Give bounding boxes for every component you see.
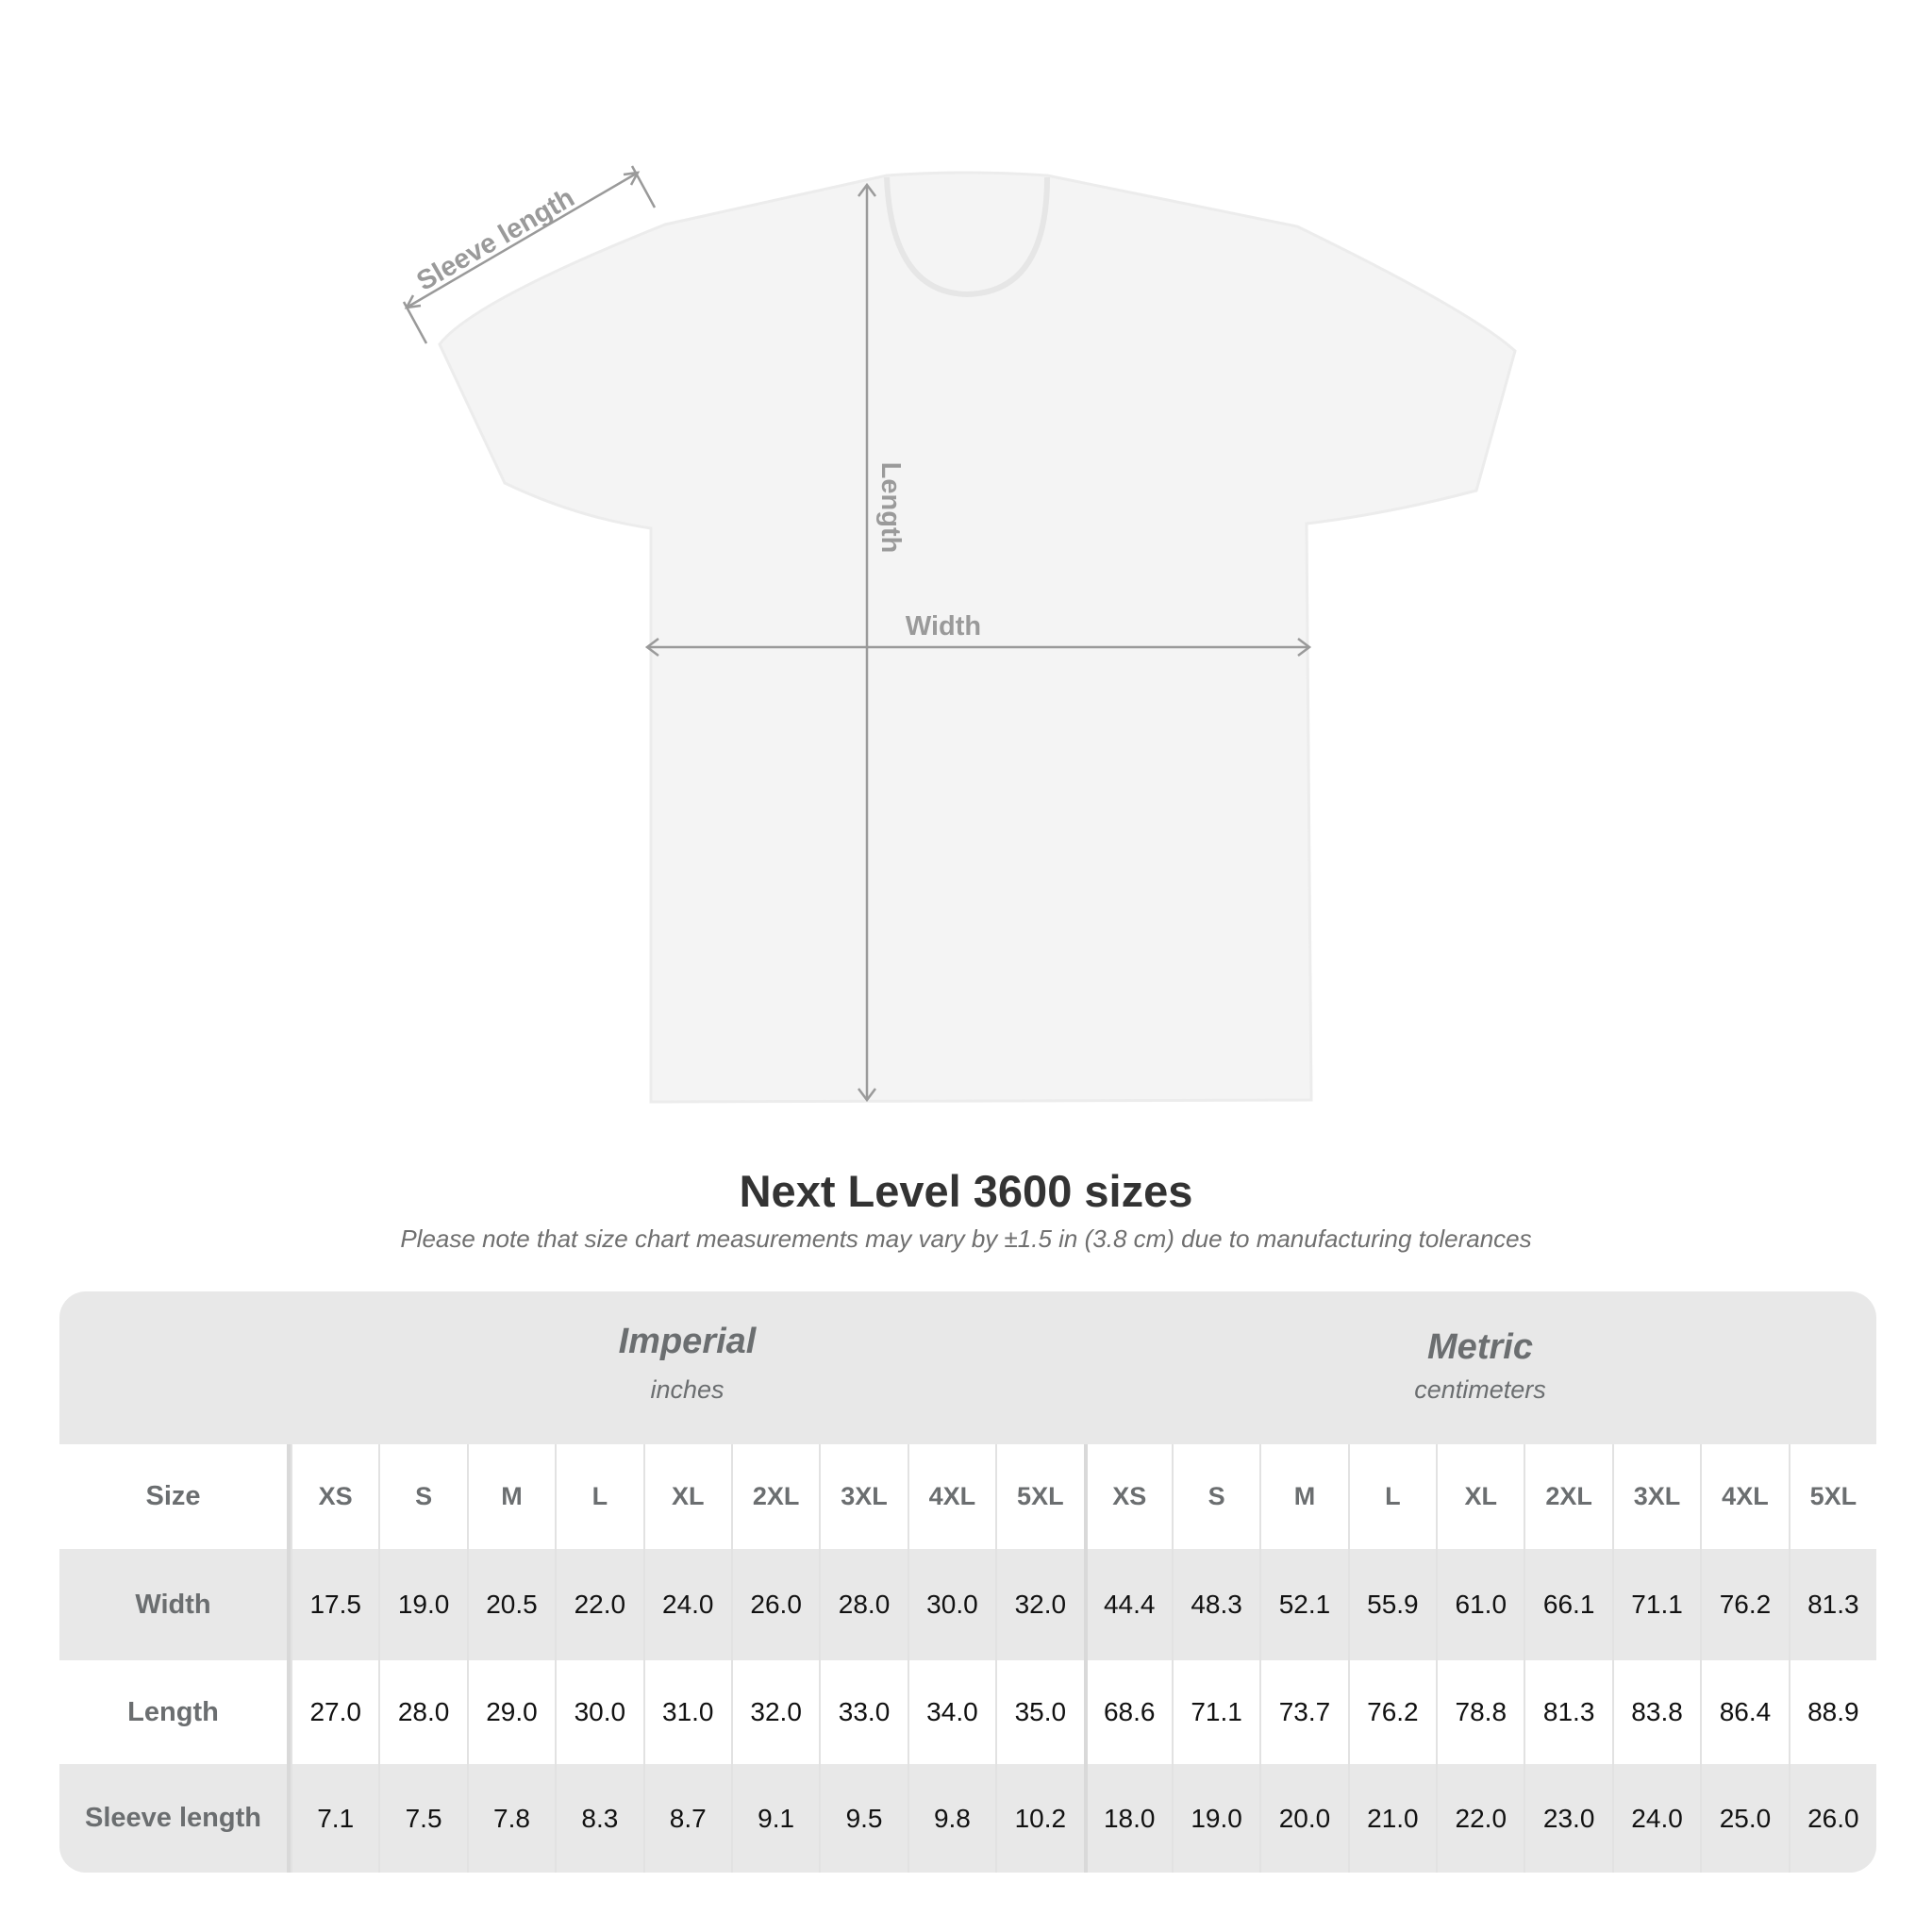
metric-label: Metric [1427,1327,1533,1367]
metric-value: 23.0 [1524,1764,1611,1873]
metric-value: 25.0 [1700,1764,1788,1873]
imperial-value: 35.0 [995,1660,1083,1764]
metric-value: 86.4 [1700,1660,1788,1764]
imperial-value: 9.1 [730,1764,819,1873]
metric-size-3xl: 3XL [1611,1444,1700,1549]
imperial-value: 34.0 [907,1660,995,1764]
sleeve-line [406,171,639,309]
width-label: Width [906,611,981,641]
metric-value: 68.6 [1083,1660,1172,1764]
imperial-value: 10.2 [995,1764,1083,1873]
metric-size-m: M [1259,1444,1347,1549]
imperial-value: 7.8 [466,1764,555,1873]
metric-value: 78.8 [1436,1660,1524,1764]
imperial-size-4xl: 4XL [907,1444,995,1549]
tshirt-diagram: Sleeve length Length Width [402,165,1517,1104]
imperial-size-s: S [378,1444,466,1549]
table-row: Width 17.5 19.0 20.5 22.0 24.0 26.0 28.0 30.0 32.… [59,1549,1876,1660]
imperial-header: Imperial inches [291,1291,1084,1474]
imperial-value: 28.0 [819,1549,907,1660]
metric-value: 73.7 [1259,1660,1347,1764]
metric-value: 20.0 [1259,1764,1347,1873]
metric-value: 61.0 [1436,1549,1524,1660]
metric-value: 76.2 [1700,1549,1788,1660]
metric-value: 24.0 [1611,1764,1700,1873]
imperial-value: 32.0 [730,1660,819,1764]
metric-size-xs: XS [1083,1444,1172,1549]
metric-value: 83.8 [1611,1660,1700,1764]
metric-size-5xl: 5XL [1788,1444,1876,1549]
table-row: Sleeve length 7.1 7.5 7.8 8.3 8.7 9.1 9.5 9.8 10.… [59,1764,1876,1873]
metric-value: 81.3 [1524,1660,1611,1764]
metric-value: 71.1 [1171,1660,1259,1764]
metric-value: 76.2 [1347,1660,1436,1764]
imperial-value: 9.5 [819,1764,907,1873]
table-row: Length 27.0 28.0 29.0 30.0 31.0 32.0 33.0 34.0 35… [59,1660,1876,1764]
metric-size-4xl: 4XL [1700,1444,1788,1549]
imperial-value: 7.1 [291,1764,378,1873]
imperial-value: 28.0 [378,1660,466,1764]
imperial-value: 32.0 [995,1549,1083,1660]
imperial-size-2xl: 2XL [730,1444,819,1549]
imperial-value: 8.3 [555,1764,642,1873]
imperial-size-5xl: 5XL [995,1444,1083,1549]
row-label: Width [59,1549,291,1660]
size-header-row: Size XS S M L XL 2XL 3XL 4XL 5XL XS S M L XL 2XL 3XL 4XL 5… [59,1444,1876,1549]
metric-value: 48.3 [1171,1549,1259,1660]
imperial-value: 8.7 [642,1764,731,1873]
imperial-value: 30.0 [907,1549,995,1660]
metric-value: 22.0 [1436,1764,1524,1873]
imperial-value: 17.5 [291,1549,378,1660]
imperial-value: 9.8 [907,1764,995,1873]
measure-lines [402,165,1312,1103]
metric-value: 26.0 [1788,1764,1876,1873]
metric-value: 88.9 [1788,1660,1876,1764]
page-title: Next Level 3600 sizes [739,1166,1193,1216]
metric-size-xl: XL [1436,1444,1524,1549]
imperial-value: 33.0 [819,1660,907,1764]
metric-header: Metric centimeters [1084,1291,1876,1480]
metric-size-l: L [1347,1444,1436,1549]
metric-value: 44.4 [1083,1549,1172,1660]
length-label: Length [875,462,906,554]
metric-size-2xl: 2XL [1524,1444,1611,1549]
imperial-value: 19.0 [378,1549,466,1660]
size-table: Imperial inches Metric centimeters Size X… [59,1291,1876,1873]
imperial-value: 29.0 [466,1660,555,1764]
metric-value: 55.9 [1347,1549,1436,1660]
imperial-size-xl: XL [642,1444,731,1549]
row-label: Length [59,1660,291,1764]
imperial-size-m: M [466,1444,555,1549]
row-label: Sleeve length [59,1764,291,1873]
metric-value: 52.1 [1259,1549,1347,1660]
imperial-value: 26.0 [730,1549,819,1660]
imperial-size-3xl: 3XL [819,1444,907,1549]
tshirt-image [438,171,1517,1104]
imperial-value: 24.0 [642,1549,731,1660]
imperial-label: Imperial [618,1322,757,1361]
imperial-value: 27.0 [291,1660,378,1764]
metric-value: 81.3 [1788,1549,1876,1660]
size-label: Size [59,1444,291,1549]
metric-size-s: S [1171,1444,1259,1549]
imperial-value: 20.5 [466,1549,555,1660]
metric-value: 71.1 [1611,1549,1700,1660]
imperial-value: 31.0 [642,1660,731,1764]
imperial-unit: inches [650,1375,724,1404]
metric-value: 21.0 [1347,1764,1436,1873]
metric-value: 66.1 [1524,1549,1611,1660]
metric-value: 19.0 [1171,1764,1259,1873]
metric-unit: centimeters [1414,1375,1546,1404]
imperial-size-l: L [555,1444,642,1549]
metric-value: 18.0 [1083,1764,1172,1873]
imperial-size-xs: XS [291,1444,378,1549]
imperial-value: 22.0 [555,1549,642,1660]
tolerance-note: Please note that size chart measurements… [400,1224,1532,1253]
imperial-value: 7.5 [378,1764,466,1873]
imperial-value: 30.0 [555,1660,642,1764]
collar [884,176,1050,298]
